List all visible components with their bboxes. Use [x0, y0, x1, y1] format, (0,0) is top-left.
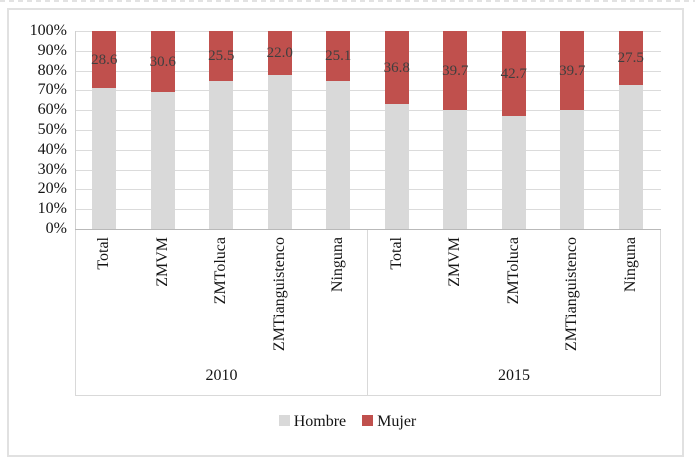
bar-2015-Total: [384, 31, 409, 229]
category-label-Total: Total: [95, 237, 113, 270]
legend-item-mujer: Mujer: [362, 413, 416, 431]
gridline-100%: [75, 31, 661, 32]
hombre-segment: [267, 75, 292, 229]
y-tick-label: 70%: [37, 81, 67, 99]
bar-2010-Total: [92, 31, 117, 229]
bar-2010-ZMVM: [150, 31, 175, 229]
legend-item-hombre: Hombre: [278, 413, 347, 431]
category-label-ZMVM: ZMVM: [446, 237, 464, 287]
mujer-segment: [618, 31, 643, 85]
gridline-30%: [75, 169, 661, 171]
y-tick-label: 80%: [37, 61, 67, 79]
data-label: 22.0: [266, 45, 293, 61]
page-artifact-dashes: [0, 0, 695, 2]
data-label: 28.6: [91, 51, 118, 68]
mujer-segment: [92, 31, 117, 88]
data-label: 25.1: [325, 48, 352, 64]
hombre-swatch-icon: [278, 415, 290, 426]
bar-2010-ZMToluca: [209, 31, 234, 229]
hombre-segment: [384, 104, 409, 229]
gridline-60%: [75, 110, 661, 112]
hombre-segment: [618, 85, 643, 229]
y-tick-label: 20%: [37, 180, 67, 198]
mujer-segment: [267, 31, 292, 75]
mujer-segment: [501, 31, 526, 116]
gridline-50%: [75, 130, 661, 131]
gridline-0%: [75, 229, 661, 230]
mujer-segment: [443, 31, 468, 110]
data-label: 39.7: [442, 62, 469, 79]
legend-label-hombre: Hombre: [293, 413, 347, 430]
hombre-segment: [326, 81, 351, 229]
y-tick-label: 40%: [37, 140, 67, 158]
bar-2015-ZMVM: [443, 31, 468, 229]
data-label: 27.5: [617, 50, 644, 66]
gridline-90%: [75, 50, 661, 52]
chart-border: [7, 8, 684, 457]
data-label: 30.6: [149, 53, 176, 70]
y-tick-label: 30%: [37, 160, 67, 178]
legend: Hombre Mujer: [0, 413, 695, 431]
y-tick-label: 50%: [37, 121, 67, 138]
y-tick-label: 0%: [45, 220, 67, 237]
hombre-segment: [560, 110, 585, 229]
category-label-ZMTianguistenco: ZMTianguistenco: [563, 237, 581, 352]
mujer-segment: [384, 31, 409, 104]
gridline-40%: [75, 149, 661, 151]
data-label: 42.7: [500, 65, 527, 82]
y-axis-line: [75, 31, 76, 229]
category-label-ZMVM: ZMVM: [153, 237, 171, 287]
bar-2010-ZMTianguistenco: [267, 31, 292, 229]
y-tick-label: 10%: [37, 200, 67, 218]
hombre-segment: [150, 92, 175, 229]
bar-2010-Ninguna: [326, 31, 351, 229]
gridline-10%: [75, 209, 661, 211]
gridline-70%: [75, 90, 661, 92]
gridline-80%: [75, 70, 661, 72]
mujer-swatch-icon: [362, 415, 374, 426]
category-label-Ninguna: Ninguna: [329, 237, 347, 293]
bar-2015-Ninguna: [618, 31, 643, 229]
mujer-segment: [209, 31, 234, 81]
hombre-segment: [209, 81, 234, 229]
category-label-ZMTianguistenco: ZMTianguistenco: [270, 237, 288, 352]
gridline-20%: [75, 189, 661, 191]
category-label-ZMToluca: ZMToluca: [212, 237, 230, 305]
category-label-Ninguna: Ninguna: [621, 237, 639, 293]
bar-2015-ZMTianguistenco: [560, 31, 585, 229]
hombre-segment: [501, 116, 526, 229]
y-tick-label: 100%: [29, 22, 67, 39]
data-label: 39.7: [559, 62, 586, 79]
mujer-segment: [150, 31, 175, 92]
data-label: 25.5: [208, 48, 235, 64]
category-label-ZMToluca: ZMToluca: [504, 237, 522, 305]
hombre-segment: [92, 88, 117, 229]
mujer-segment: [326, 31, 351, 81]
bar-2015-ZMToluca: [501, 31, 526, 229]
y-tick-label: 90%: [37, 41, 67, 59]
group-label-2015: 2015: [498, 367, 530, 384]
legend-label-mujer: Mujer: [377, 413, 417, 430]
y-tick-label: 60%: [37, 101, 67, 119]
category-label-Total: Total: [387, 237, 405, 270]
group-label-2010: 2010: [205, 367, 238, 384]
data-label: 36.8: [383, 59, 410, 76]
hombre-segment: [443, 110, 468, 229]
mujer-segment: [560, 31, 585, 110]
